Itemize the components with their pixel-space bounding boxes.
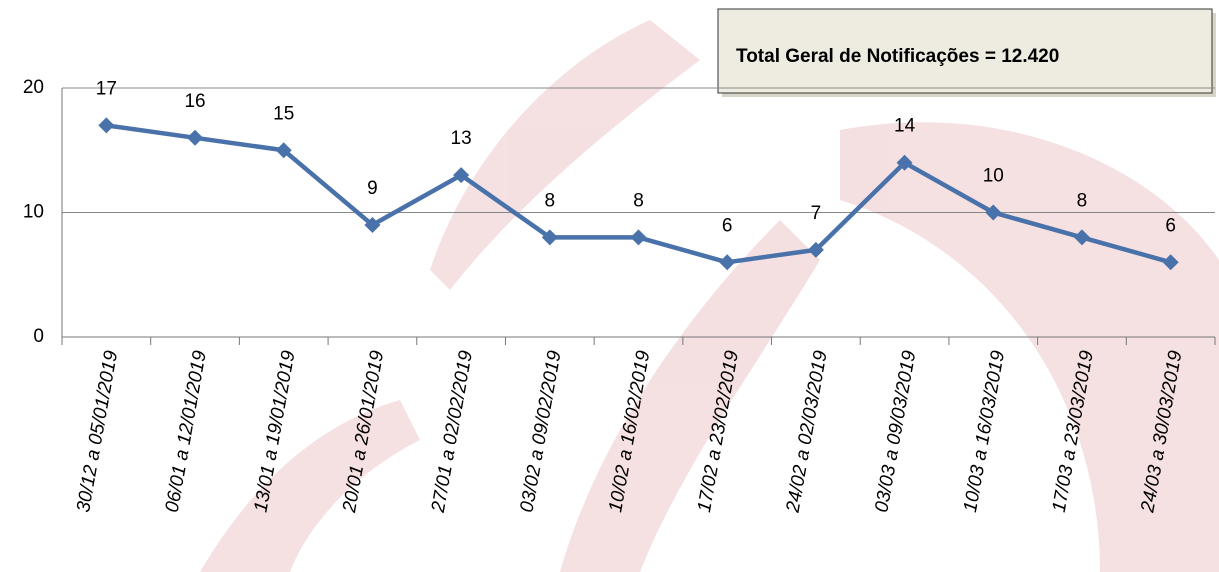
watermark-shape (840, 122, 1219, 572)
data-label: 10 (983, 166, 1004, 187)
x-tick-label: 27/01 a 02/02/2019 (428, 349, 477, 515)
marker (631, 229, 647, 245)
y-tick-label: 20 (23, 77, 44, 98)
watermark-shape (200, 400, 420, 572)
data-label: 8 (545, 190, 556, 211)
data-label: 13 (451, 128, 472, 149)
watermark-shape (560, 220, 820, 572)
data-label: 14 (894, 116, 916, 137)
marker (98, 117, 114, 133)
x-tick-label: 03/02 a 09/02/2019 (517, 349, 566, 514)
data-label: 16 (184, 91, 205, 112)
data-label: 6 (722, 215, 733, 236)
x-tick-label: 24/02 a 02/03/2019 (782, 349, 831, 515)
data-label: 9 (367, 178, 378, 199)
y-tick-label: 10 (23, 202, 44, 223)
chart: Total Geral de Notificações = 12.420 0 10… (0, 0, 1219, 572)
x-tick-label: 10/03 a 16/03/2019 (960, 349, 1009, 514)
annotation: Total Geral de Notificações = 12.420 (736, 46, 1059, 67)
data-label: 17 (96, 78, 117, 99)
data-label: 7 (811, 203, 822, 224)
data-label: 15 (273, 103, 294, 124)
x-tick-label: 06/01 a 12/01/2019 (162, 349, 211, 514)
x-tick-label: 03/03 a 09/03/2019 (871, 349, 920, 514)
x-tick-label: 30/12 a 05/01/2019 (73, 349, 122, 514)
marker (187, 130, 203, 146)
watermark-shape (430, 20, 700, 290)
marker (719, 254, 735, 270)
data-label: 8 (1077, 190, 1088, 211)
data-label: 8 (633, 190, 644, 211)
y-tick-label: 0 (33, 326, 44, 347)
data-label: 6 (1165, 215, 1176, 236)
